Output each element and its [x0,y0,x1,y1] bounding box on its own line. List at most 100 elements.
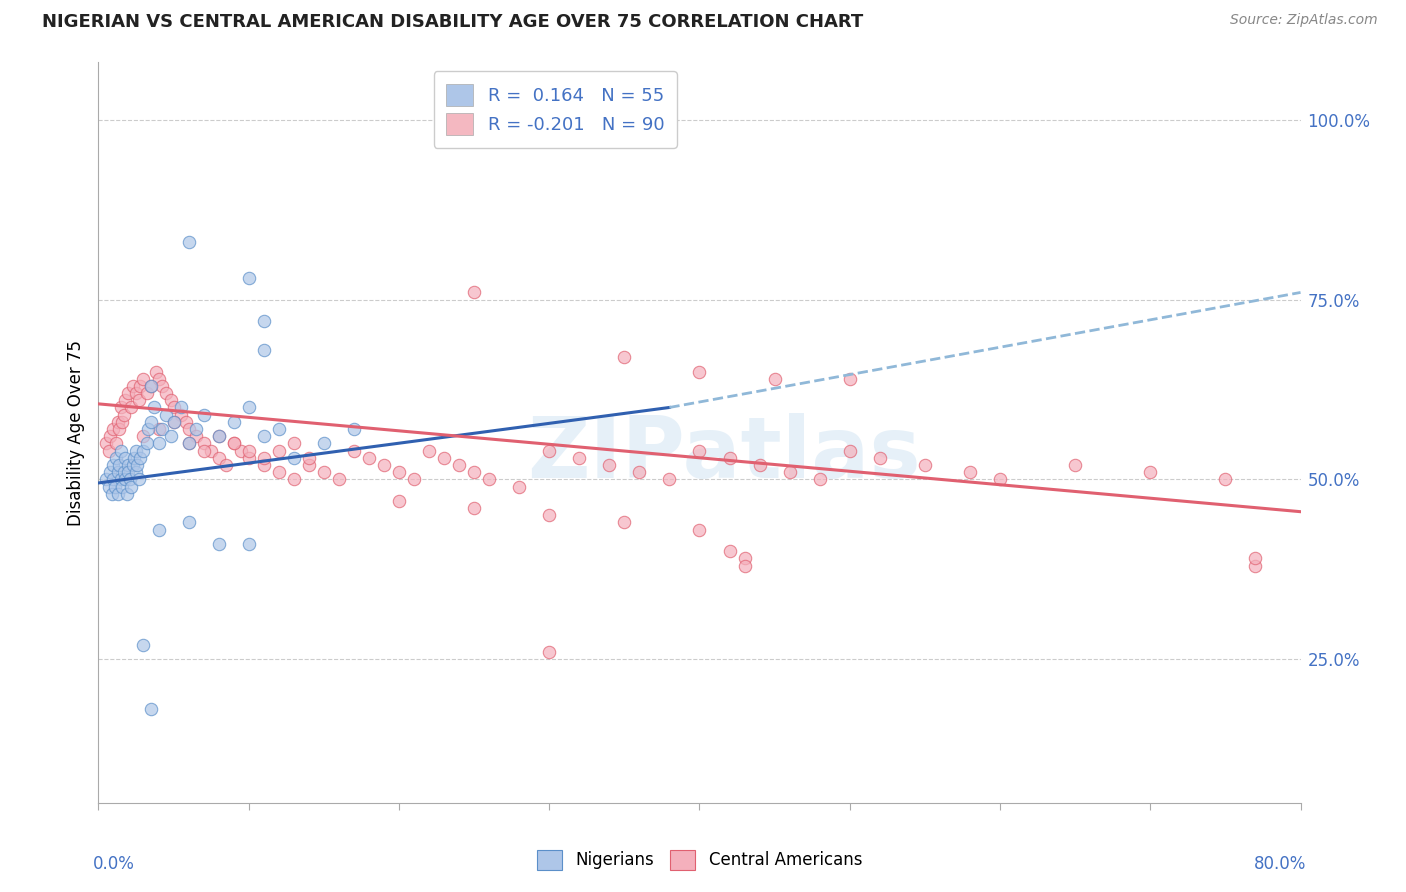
Point [914,458,936,472]
Point [734,558,756,573]
Point [155,408,177,422]
Point [110,472,132,486]
Point [779,465,801,479]
Point [222,436,245,450]
Point [121,479,143,493]
Point [215,458,238,472]
Point [312,436,335,450]
Point [463,465,485,479]
Point [538,645,561,659]
Point [478,472,501,486]
Point [357,450,380,465]
Point [388,494,411,508]
Point [208,537,231,551]
Point [267,422,290,436]
Point [132,429,155,443]
Point [388,465,411,479]
Point [238,450,260,465]
Point [150,422,173,436]
Point [94,472,117,486]
Point [162,415,184,429]
Point [193,408,215,422]
Point [838,443,860,458]
Point [110,443,132,458]
Point [688,443,710,458]
Point [122,379,145,393]
Point [108,422,131,436]
Point [312,465,335,479]
Point [613,350,636,364]
Point [193,443,215,458]
Point [508,479,530,493]
Point [124,450,146,465]
Point [170,401,193,415]
Point [136,422,159,436]
Point [107,465,129,479]
Point [97,479,120,493]
Point [135,436,157,450]
Point [748,458,770,472]
Point [162,401,184,415]
Point [253,450,276,465]
Point [105,450,128,465]
Point [238,401,260,415]
Point [132,638,155,652]
Point [108,458,131,472]
Point [222,436,245,450]
Point [538,443,561,458]
Point [162,415,184,429]
Point [105,436,128,450]
Point [107,486,129,500]
Point [1215,472,1237,486]
Point [208,429,231,443]
Point [101,486,124,500]
Point [103,422,125,436]
Point [177,516,200,530]
Point [718,450,741,465]
Point [112,408,135,422]
Text: NIGERIAN VS CENTRAL AMERICAN DISABILITY AGE OVER 75 CORRELATION CHART: NIGERIAN VS CENTRAL AMERICAN DISABILITY … [42,13,863,31]
Point [808,472,831,486]
Point [328,472,350,486]
Point [184,422,207,436]
Point [129,450,152,465]
Point [148,422,170,436]
Point [208,450,231,465]
Text: Source: ZipAtlas.com: Source: ZipAtlas.com [1230,13,1378,28]
Point [97,443,120,458]
Point [150,379,173,393]
Point [433,450,456,465]
Point [283,450,305,465]
Point [298,450,321,465]
Point [121,401,143,415]
Point [598,458,620,472]
Point [222,415,245,429]
Point [139,702,162,716]
Point [343,422,366,436]
Point [658,472,681,486]
Point [177,436,200,450]
Point [111,479,134,493]
Point [139,415,162,429]
Y-axis label: Disability Age Over 75: Disability Age Over 75 [66,340,84,525]
Point [132,372,155,386]
Point [111,415,134,429]
Point [159,393,181,408]
Point [114,393,136,408]
Point [148,372,170,386]
Point [568,450,591,465]
Point [267,465,290,479]
Point [193,436,215,450]
Point [283,472,305,486]
Point [402,472,425,486]
Point [139,379,162,393]
Point [208,429,231,443]
Point [763,372,786,386]
Text: 0.0%: 0.0% [93,855,135,872]
Point [200,443,222,458]
Point [463,501,485,516]
Point [127,458,149,472]
Point [114,450,136,465]
Point [155,386,177,401]
Text: ZIPatlas: ZIPatlas [527,413,921,496]
